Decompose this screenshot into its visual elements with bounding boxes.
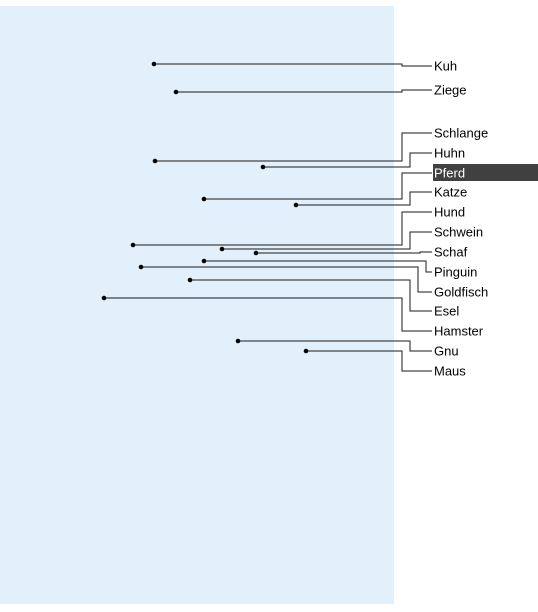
leader-line-schwein [222,231,432,250]
label-katze[interactable]: Katze [434,185,467,200]
label-goldfisch[interactable]: Goldfisch [434,285,488,300]
selection-highlight [433,164,538,181]
anchor-dot-pferd[interactable] [201,196,207,202]
leader-line-ziege [176,89,432,93]
anchor-dot-maus[interactable] [303,348,309,354]
label-kuh[interactable]: Kuh [434,59,457,74]
leader-line-esel [190,279,432,312]
leader-line-pinguin [204,260,432,273]
label-maus[interactable]: Maus [434,364,466,379]
leader-line-kuh [154,63,432,67]
label-hund[interactable]: Hund [434,205,465,220]
label-ziege[interactable]: Ziege [434,83,467,98]
anchor-dot-schwein[interactable] [219,246,225,252]
label-hamster[interactable]: Hamster [434,324,484,339]
label-esel[interactable]: Esel [434,304,459,319]
label-pinguin[interactable]: Pinguin [434,265,477,280]
anchor-dot-schlange[interactable] [152,158,158,164]
leader-line-pferd [204,172,432,200]
leader-line-schaf [256,251,432,254]
anchor-dot-ziege[interactable] [173,89,179,95]
anchor-dot-esel[interactable] [187,277,193,283]
anchor-dot-hund[interactable] [130,242,136,248]
anchor-dot-huhn[interactable] [260,164,266,170]
leader-line-hamster [104,297,432,332]
anchor-dot-hamster[interactable] [101,295,107,301]
anchor-dot-katze[interactable] [293,202,299,208]
leader-line-maus [306,350,432,372]
map-panel [0,6,394,604]
label-pferd[interactable]: Pferd [434,166,465,181]
leader-lines [101,61,432,372]
label-gnu[interactable]: Gnu [434,344,459,359]
label-schaf[interactable]: Schaf [434,245,468,260]
anchor-dot-goldfisch[interactable] [138,264,144,270]
label-schlange[interactable]: Schlange [434,126,488,141]
leader-line-goldfisch [141,266,432,293]
anchor-dot-gnu[interactable] [235,338,241,344]
label-huhn[interactable]: Huhn [434,146,465,161]
anchor-dot-schaf[interactable] [253,250,259,256]
anchor-dot-kuh[interactable] [151,61,157,67]
leader-line-hund [133,211,432,246]
anchor-dot-pinguin[interactable] [201,258,207,264]
label-schwein[interactable]: Schwein [434,225,483,240]
leader-line-schlange [155,132,432,162]
leader-line-huhn [263,152,432,168]
label-list: Kuh Ziege Schlange Huhn Pferd Katze Hund Schwei… [433,59,538,379]
leader-line-katze [296,191,432,206]
leader-line-gnu [238,340,432,352]
